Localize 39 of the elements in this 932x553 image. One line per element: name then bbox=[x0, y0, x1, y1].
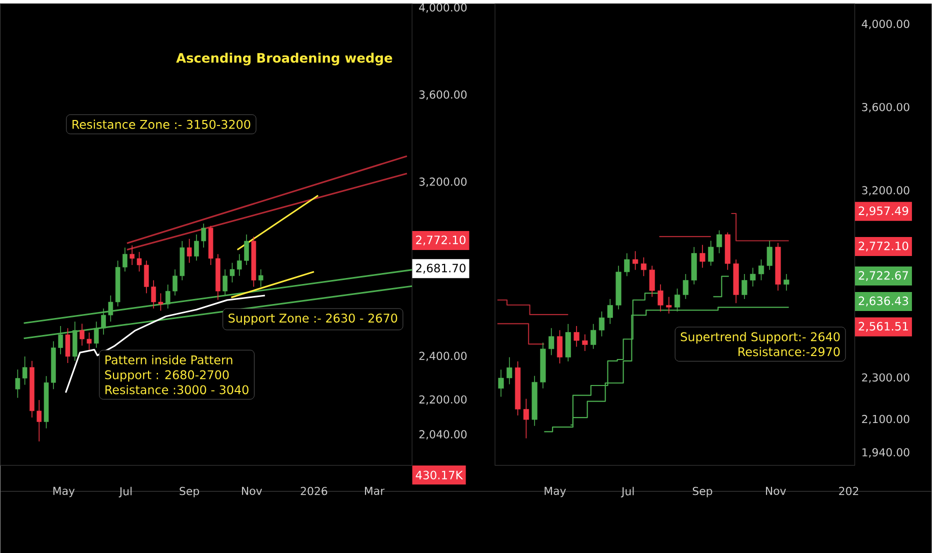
y-tick-label: 3,200.00 bbox=[862, 186, 910, 196]
text: 2,957.49 bbox=[858, 206, 908, 216]
annotation: Pattern inside Pattern bbox=[105, 354, 232, 364]
annotation: Resistance:-2970 bbox=[738, 346, 840, 356]
text: 2,772.10 bbox=[858, 241, 908, 252]
text: 2,636.43 bbox=[858, 296, 908, 306]
text: 2,722.67 bbox=[858, 271, 908, 281]
annotation: Support : 2680-2700 bbox=[105, 370, 229, 382]
y-tick-label: 2,200.00 bbox=[419, 395, 467, 405]
x-tick-label: Mar bbox=[364, 486, 385, 495]
y-tick-label: 3,600.00 bbox=[419, 90, 467, 100]
annotation: Resistance Zone :- 3150-3200 bbox=[72, 120, 250, 129]
text: 2,772.10 bbox=[416, 235, 466, 246]
y-tick-label: 3,600.00 bbox=[862, 102, 910, 112]
x-tick-label: 202 bbox=[839, 486, 858, 496]
x-tick-label: Jul bbox=[620, 486, 634, 498]
y-tick-label: 2,300.00 bbox=[862, 373, 910, 383]
annotation: Support Zone :- 2630 - 2670 bbox=[228, 313, 398, 325]
annotation: Resistance :3000 - 3040 bbox=[105, 384, 248, 394]
x-tick-label: Jul bbox=[118, 486, 132, 498]
x-tick-label: 2026 bbox=[300, 486, 328, 496]
text: 2,681.70 bbox=[416, 264, 466, 274]
y-tick-label: 1,940.00 bbox=[862, 448, 910, 458]
x-tick-label: Sep bbox=[180, 486, 200, 498]
x-tick-label: Sep bbox=[692, 486, 712, 498]
text: 430.17K bbox=[416, 470, 464, 480]
text: 2,561.51 bbox=[858, 322, 908, 332]
text: Ascending Broadening wedge bbox=[176, 52, 392, 66]
annotation: Supertrend Support:- 2640 bbox=[680, 332, 840, 344]
y-tick-label: 4,000.00 bbox=[862, 20, 910, 29]
x-tick-label: May bbox=[544, 486, 566, 497]
y-tick-label: 2,100.00 bbox=[862, 414, 910, 424]
y-tick-label: 2,400.00 bbox=[419, 352, 467, 362]
y-tick-label: 4,000.00 bbox=[419, 3, 467, 13]
x-tick-label: Nov bbox=[766, 486, 786, 495]
x-tick-label: Nov bbox=[242, 486, 262, 495]
x-tick-label: May bbox=[53, 486, 75, 497]
y-tick-label: 2,040.00 bbox=[419, 430, 467, 440]
y-tick-label: 3,200.00 bbox=[419, 177, 467, 187]
